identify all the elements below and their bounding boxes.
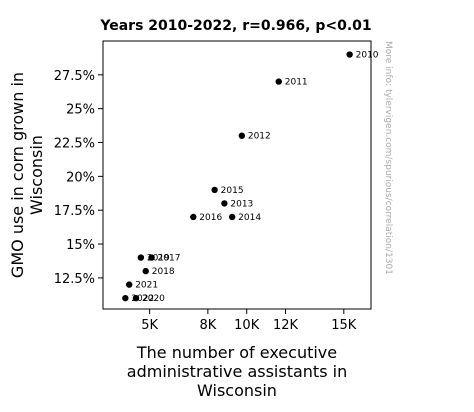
y-tick-label: 27.5% <box>54 69 95 84</box>
data-point-label: 2012 <box>248 132 271 142</box>
y-tick-label: 20% <box>66 170 95 185</box>
y-axis-label-line: GMO use in corn grown in <box>8 72 27 278</box>
data-point-labels: 2010 2011 2012 2013 2014 2015 2016 2017 2018 2019… <box>131 51 378 305</box>
data-point <box>190 213 197 221</box>
x-tick-label: 15K <box>331 318 357 333</box>
data-point-label: 2014 <box>238 213 261 223</box>
data-point-label: 2011 <box>285 78 308 88</box>
watermark-text: More info: tylervigen.com/spurious/corre… <box>383 41 393 275</box>
data-point-label: 2013 <box>230 199 253 209</box>
data-point <box>228 213 236 221</box>
data-point <box>275 78 282 85</box>
data-point <box>137 254 145 261</box>
data-point <box>346 51 353 58</box>
y-axis-label: GMO use in corn grown inWisconsin <box>8 72 46 278</box>
data-point-label: 2020 <box>142 294 165 304</box>
data-point-label: 2015 <box>221 186 244 196</box>
data-points <box>122 51 353 302</box>
y-tick-label: 22.5% <box>54 137 95 152</box>
data-point <box>132 294 140 302</box>
data-point-label: 2018 <box>152 267 175 277</box>
y-tick-label: 12.5% <box>54 272 95 287</box>
x-axis-ticks: 5K 8K 10K 12K 15K <box>141 309 357 333</box>
data-point <box>148 254 155 261</box>
x-axis-label-line: The number of executive <box>136 343 337 362</box>
x-axis-label: The number of executive administrative as… <box>127 343 347 400</box>
data-point-label: 2016 <box>199 213 222 223</box>
x-tick-label: 8K <box>199 318 216 333</box>
plot-area <box>102 40 372 310</box>
data-point-label: 2019 <box>147 254 170 264</box>
y-tick-label: 15% <box>66 238 95 253</box>
y-axis-label-line: Wisconsin <box>27 135 46 215</box>
y-tick-label: 17.5% <box>54 204 95 219</box>
chart-title: Years 2010-2022, r=0.966, p<0.01 <box>99 18 371 34</box>
x-tick-label: 10K <box>234 318 260 333</box>
data-point-label: 2010 <box>356 51 379 61</box>
data-point <box>126 281 133 288</box>
y-tick-label: 25% <box>66 103 95 118</box>
data-point <box>142 267 149 275</box>
x-tick-label: 5K <box>141 318 158 333</box>
data-point-label: 2022 <box>131 294 154 304</box>
data-point <box>238 132 246 139</box>
x-axis-label-line: administrative assistants in <box>127 362 347 381</box>
y-axis-ticks: 12.5% 15% 17.5% 20% 22.5% 25% 27.5% <box>54 69 103 287</box>
data-point-label: 2021 <box>135 281 158 291</box>
data-point <box>221 200 228 207</box>
data-point-label: 2017 <box>158 254 181 264</box>
x-tick-label: 12K <box>273 318 299 333</box>
data-point <box>211 186 218 194</box>
data-point <box>122 294 129 302</box>
x-axis-label-line: Wisconsin <box>197 381 277 400</box>
